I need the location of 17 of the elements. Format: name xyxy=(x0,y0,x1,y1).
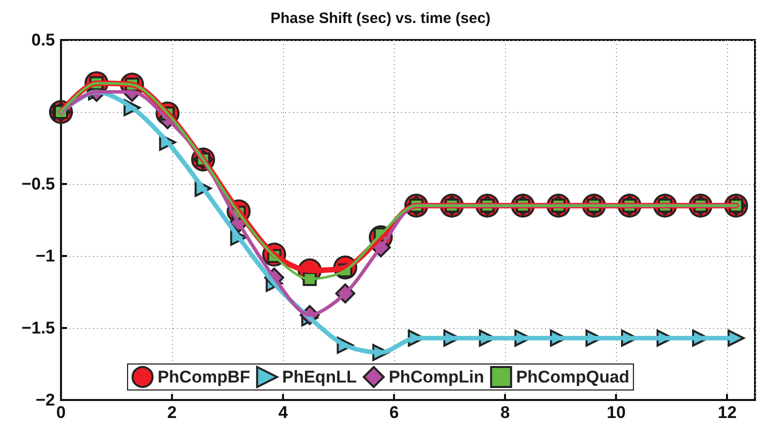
y-tick-label: −1.5 xyxy=(21,318,55,338)
y-tick-label: −1 xyxy=(36,246,55,266)
legend-label: PhCompQuad xyxy=(516,368,630,386)
x-tick-label: 2 xyxy=(167,403,177,422)
x-tick-label: 8 xyxy=(500,403,510,422)
x-tick-label: 12 xyxy=(718,403,737,422)
y-tick-label: −2 xyxy=(36,390,55,410)
x-tick-label: 0 xyxy=(56,403,66,422)
legend-label: PhCompLin xyxy=(388,368,484,386)
y-tick-label: 0.5 xyxy=(31,30,55,50)
chart-title: Phase Shift (sec) vs. time (sec) xyxy=(270,10,491,27)
x-tick-label: 10 xyxy=(606,403,626,422)
legend-label: PhCompBF xyxy=(158,368,250,386)
x-tick-label: 4 xyxy=(278,403,288,422)
x-tick-label: 6 xyxy=(389,403,399,422)
legend-label: PhEqnLL xyxy=(282,368,357,386)
y-tick-label: −0.5 xyxy=(21,174,55,194)
